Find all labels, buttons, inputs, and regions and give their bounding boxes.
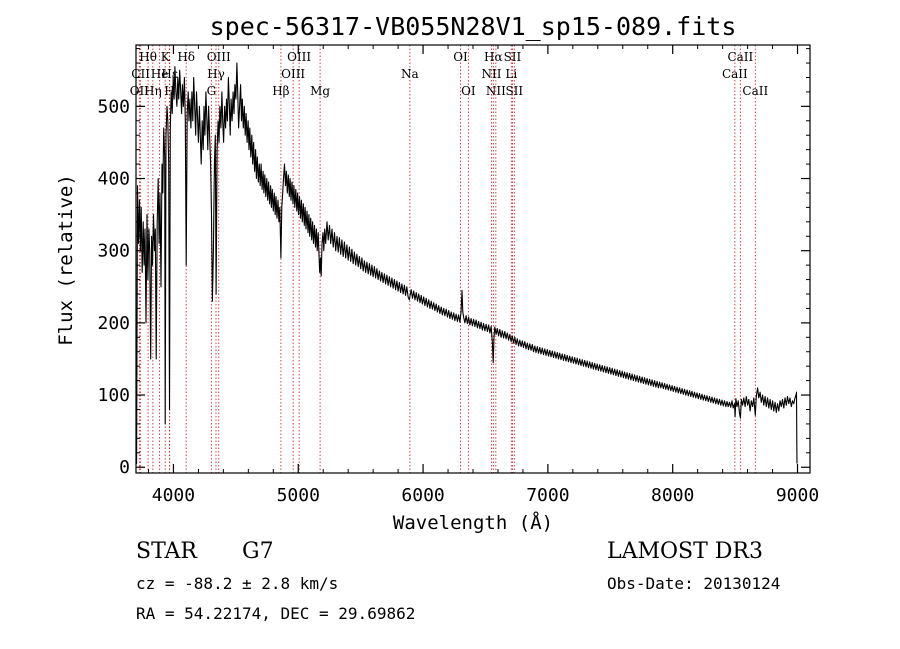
y-tick-label: 200 [97,313,130,334]
spectral-line-label: OII [130,84,150,98]
sky-coordinates: RA = 54.22174, DEC = 29.69862 [136,604,415,623]
spectral-line-label: Na [401,67,419,81]
spectral-line-label: Mg [310,84,330,98]
spectral-line-label: SII [504,50,522,64]
spectral-line-label: Hη [144,84,162,98]
spectral-line-label: NII [481,67,501,81]
spectral-line-label: He [151,67,169,81]
y-tick-label: 0 [119,457,130,478]
spectral-line-label: SII [505,84,523,98]
x-axis-label: Wavelength (Å) [393,511,553,534]
object-subclass: G7 [242,539,274,564]
spectral-line-label: G [207,84,217,98]
spectral-line-label: Hα [484,50,503,64]
survey-name: LAMOST DR3 [607,539,763,564]
spectral-line-label: K [161,50,171,64]
plot-frame [135,44,811,474]
y-tick-label: 100 [97,385,130,406]
spectral-line-label: CaII [727,50,753,64]
spectral-line-label: OIII [287,50,311,64]
spectral-line-label: OIII [281,67,305,81]
spectral-line-label: Li [505,67,517,81]
y-tick-label: 500 [97,96,130,117]
spectral-line-label: Hδ [177,50,195,64]
spectral-line-label: Hβ [272,84,289,98]
spectrum-series-line [135,62,798,465]
x-tick-label: 9000 [776,485,819,506]
x-tick-label: 4000 [152,485,195,506]
spectral-line-label: NII [486,84,506,98]
spectral-line-labels: Hθ OII CII Hη He K H Hε Hδ G Hγ OIII Hβ OIII OIII Mg Na O… [130,50,769,98]
spectral-line-label: Hγ [207,67,225,81]
spectral-line-label: OI [461,84,476,98]
chart-title: spec-56317-VB055N28V1_sp15-089.fits [210,12,737,41]
spectral-line-label: CaII [722,67,748,81]
observation-date: Obs-Date: 20130124 [607,574,780,593]
object-class: STAR [136,539,198,564]
spectral-line-label: OIII [207,50,231,64]
x-tick-label: 7000 [526,485,569,506]
y-axis-label: Flux (relative) [55,174,77,346]
x-axis-ticks: 4000 5000 6000 7000 8000 9000 [147,45,819,506]
x-tick-label: 6000 [401,485,444,506]
y-tick-label: 300 [97,241,130,262]
spectral-line-label: CaII [742,84,768,98]
y-tick-label: 400 [97,169,130,190]
spectral-line-label: Hε [161,67,178,81]
x-tick-label: 8000 [651,485,694,506]
spectral-line-label: H [164,84,174,98]
redshift-velocity: cz = -88.2 ± 2.8 km/s [136,574,338,593]
spectral-line-label: OI [453,50,468,64]
spectral-line-label: CII [131,67,150,81]
y-axis-ticks: 0 100 200 300 400 500 [97,48,810,478]
spectral-line-label: Hθ [139,50,157,64]
x-tick-label: 5000 [277,485,320,506]
